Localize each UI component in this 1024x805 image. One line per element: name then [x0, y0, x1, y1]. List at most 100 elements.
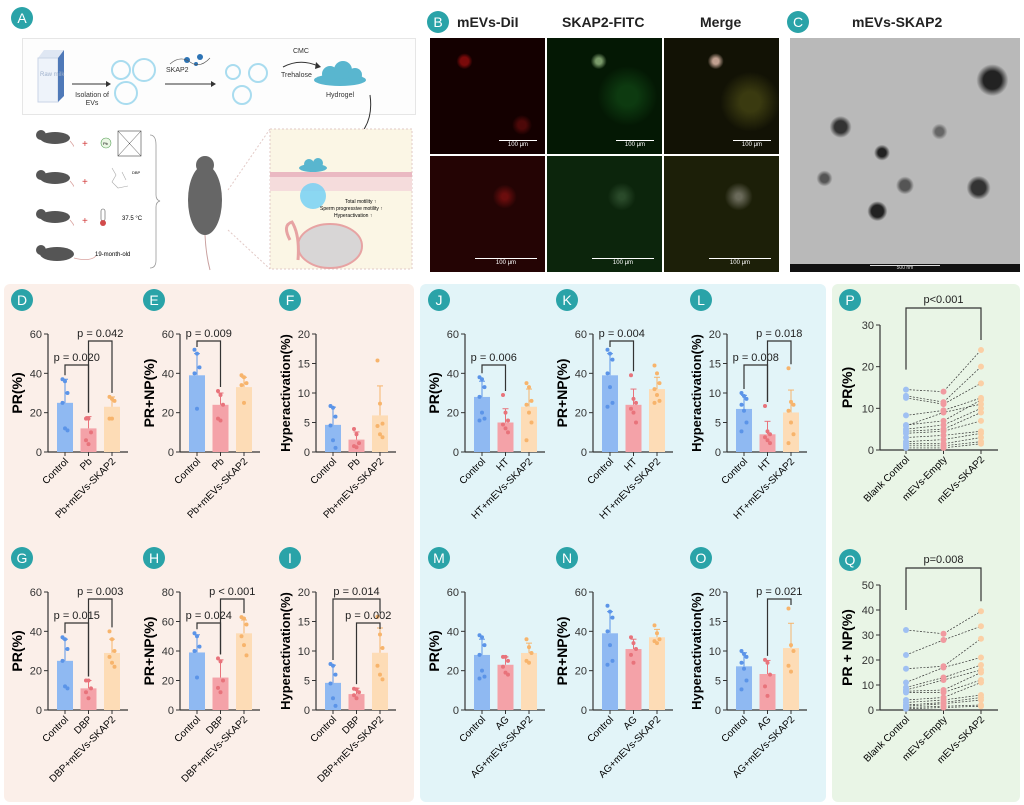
data-point — [480, 377, 484, 382]
y-tick-label: 40 — [575, 368, 587, 380]
data-point — [378, 401, 382, 406]
data-point — [380, 421, 385, 426]
data-point — [940, 630, 947, 637]
panel-label-badge — [428, 289, 450, 311]
data-point — [903, 627, 909, 633]
y-tick-label: 0 — [868, 705, 874, 717]
data-point — [529, 650, 534, 655]
significance-bracket — [219, 598, 245, 655]
paired-line — [905, 366, 982, 403]
y-tick-label: 0 — [168, 705, 174, 717]
data-point — [978, 608, 984, 615]
data-point — [763, 657, 767, 662]
bar-1 — [497, 422, 514, 452]
milk-carton-icon: Raw milk — [37, 50, 65, 103]
data-point — [652, 400, 657, 405]
x-tick-label: Pb — [346, 456, 363, 473]
column-title-merge: Merge — [700, 14, 742, 30]
data-point — [978, 380, 984, 387]
data-point — [978, 662, 984, 668]
data-point — [940, 436, 947, 443]
loaded-vesicles-icon — [225, 63, 268, 105]
significance-bracket — [196, 622, 222, 655]
panel-label-badge — [428, 547, 450, 569]
bar-0 — [474, 396, 490, 452]
data-point — [765, 693, 770, 698]
y-tick-label: 30 — [862, 320, 874, 332]
bar-2 — [104, 406, 120, 452]
data-point — [357, 441, 361, 446]
data-point — [605, 347, 610, 352]
y-tick-label: 40 — [575, 626, 587, 638]
data-point — [652, 363, 657, 368]
data-point — [940, 432, 947, 439]
data-point — [380, 435, 385, 440]
p-value-label: p = 0.021 — [756, 586, 802, 598]
y-tick-label: 0 — [581, 705, 587, 717]
data-point — [652, 387, 657, 392]
panel-label: F — [286, 292, 295, 308]
data-point — [333, 672, 338, 677]
data-point — [112, 398, 117, 403]
paired-line — [906, 443, 982, 449]
x-tick-label: Control — [173, 714, 204, 745]
data-point — [629, 652, 633, 657]
paired-line — [905, 397, 982, 416]
data-point — [940, 428, 947, 435]
data-point — [739, 660, 744, 665]
y-axis-label: PR(%) — [9, 630, 25, 671]
y-tick-label: 20 — [30, 666, 42, 678]
data-point — [506, 672, 510, 677]
data-point — [378, 432, 382, 437]
data-point — [610, 400, 615, 405]
data-point — [940, 677, 947, 683]
x-tick-label: Control — [720, 714, 751, 745]
data-point — [789, 420, 793, 425]
data-point — [786, 408, 791, 413]
ev-vesicles-icon — [111, 58, 156, 105]
thermometer-icon — [100, 208, 106, 226]
data-point — [221, 678, 225, 683]
data-point — [331, 438, 335, 443]
data-point — [739, 391, 744, 395]
paired-line — [906, 679, 982, 693]
y-tick-label: 40 — [162, 368, 174, 380]
x-tick-label: HT — [756, 456, 773, 473]
data-point — [763, 435, 767, 440]
data-point — [903, 430, 909, 437]
micrograph-fitc-2: 100 μm — [547, 156, 662, 272]
data-point — [978, 679, 984, 686]
tem-title: mEVs-SKAP2 — [852, 14, 943, 30]
y-tick-label: 0 — [581, 447, 587, 459]
y-tick-label: 20 — [575, 666, 587, 678]
panel-label: B — [427, 11, 449, 33]
data-point — [331, 696, 335, 701]
y-tick-label: 10 — [709, 646, 721, 658]
data-point — [354, 432, 359, 437]
significance-bracket — [766, 340, 792, 402]
data-point — [744, 654, 749, 659]
data-point — [903, 394, 909, 401]
data-point — [65, 686, 70, 691]
data-point — [903, 434, 909, 441]
micrograph-merge-2: 100 μm — [664, 156, 779, 272]
y-tick-label: 60 — [30, 329, 42, 341]
data-point — [506, 430, 510, 435]
data-point — [501, 422, 505, 427]
y-tick-label: 20 — [862, 362, 874, 374]
paired-line — [905, 420, 982, 434]
p-value-label: p = 0.018 — [756, 328, 802, 340]
data-point — [763, 684, 767, 689]
data-point — [940, 409, 947, 416]
y-axis-label: PR+NP(%) — [554, 359, 570, 428]
testis-icon — [297, 223, 363, 269]
panel-pb-dbp-background — [4, 284, 414, 802]
data-point — [107, 629, 112, 634]
data-point — [655, 392, 659, 397]
data-point — [940, 637, 947, 643]
data-point — [742, 666, 746, 671]
x-tick-label: AG — [756, 714, 774, 732]
